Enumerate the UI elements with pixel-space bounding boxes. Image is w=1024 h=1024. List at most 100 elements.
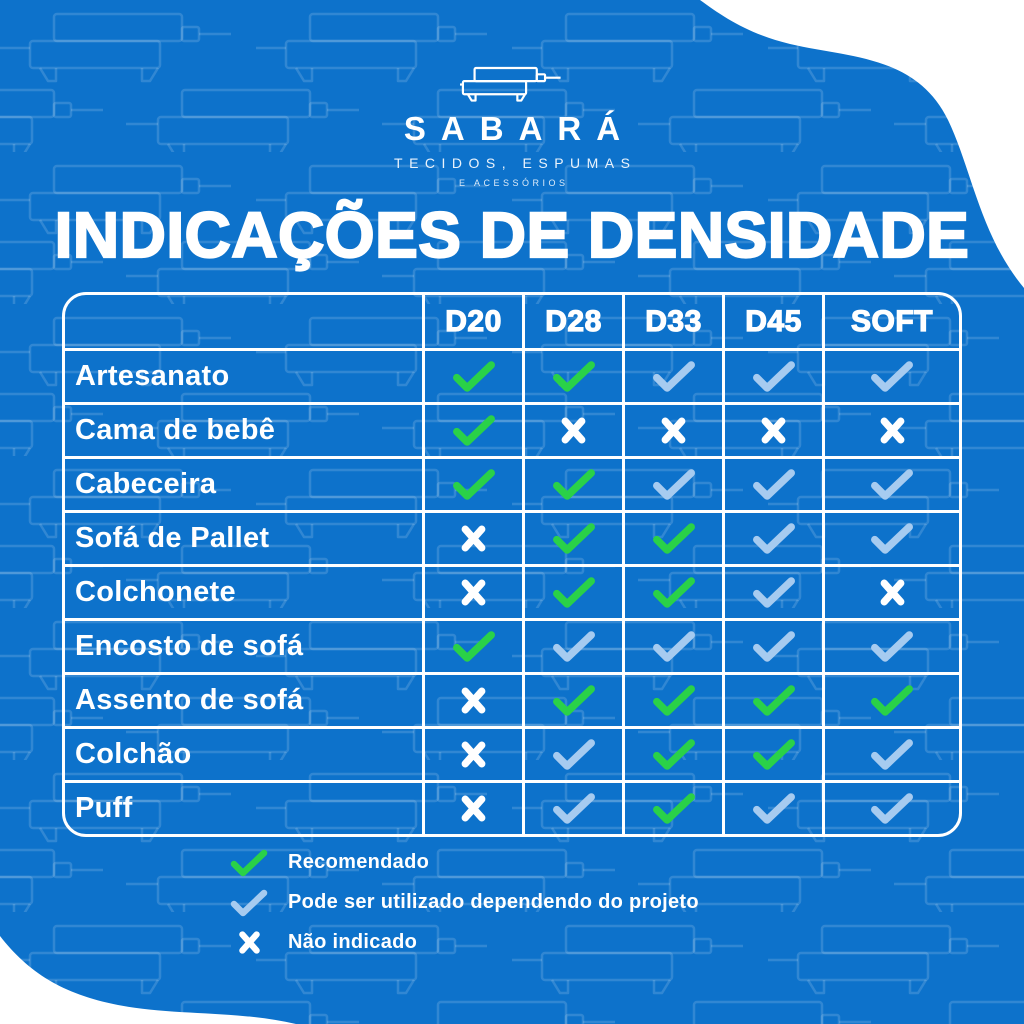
- table-row: Colchão: [65, 729, 959, 783]
- mark-cell: [425, 459, 525, 510]
- mark-cell: [725, 675, 825, 726]
- mark-cell: [425, 351, 525, 402]
- legend-label: Recomendado: [288, 851, 430, 873]
- check-icon-recommended: [652, 685, 695, 716]
- mark-cell: [525, 513, 625, 564]
- sofa-icon: [460, 66, 562, 102]
- mark-cell: [425, 729, 525, 780]
- mark-cell: [625, 675, 725, 726]
- mark-cell: [725, 567, 825, 618]
- mark-cell: [625, 729, 725, 780]
- mark-cell: [825, 783, 959, 834]
- check-icon-conditional: [752, 523, 795, 554]
- legend-item: Recomendado: [226, 846, 699, 879]
- check-icon-conditional: [552, 631, 595, 662]
- table-row: Puff: [65, 783, 959, 834]
- row-label: Colchonete: [65, 567, 425, 618]
- mark-cell: [725, 783, 825, 834]
- mark-cell: [525, 459, 625, 510]
- check-icon-recommended: [552, 469, 595, 500]
- mark-cell: [525, 729, 625, 780]
- column-header-d33: D33: [625, 295, 725, 348]
- table-header-row: D20 D28 D33 D45 SOFT: [65, 295, 959, 351]
- check-icon-conditional: [552, 793, 595, 824]
- mark-cell: [425, 513, 525, 564]
- check-icon-conditional: [552, 739, 595, 770]
- mark-cell: [625, 783, 725, 834]
- x-icon: [561, 417, 586, 444]
- density-table: D20 D28 D33 D45 SOFT Artesanato Cama de bebê C…: [62, 292, 962, 837]
- x-icon: [880, 579, 904, 606]
- legend-icon: [226, 887, 272, 919]
- mark-cell: [625, 459, 725, 510]
- check-icon-recommended: [552, 523, 595, 554]
- mark-cell: [425, 783, 525, 834]
- row-label: Encosto de sofá: [65, 621, 425, 672]
- mark-cell: [725, 405, 825, 456]
- x-icon: [461, 795, 486, 822]
- column-header-d28: D28: [525, 295, 625, 348]
- mark-cell: [425, 567, 525, 618]
- mark-cell: [825, 351, 959, 402]
- mark-cell: [525, 621, 625, 672]
- check-icon-recommended: [452, 631, 495, 662]
- mark-cell: [725, 351, 825, 402]
- x-icon: [661, 417, 686, 444]
- check-icon-recommended: [552, 685, 595, 716]
- x-icon: [238, 931, 260, 954]
- page-title: INDICAÇÕES DE DENSIDADE: [54, 198, 970, 272]
- mark-cell: [625, 513, 725, 564]
- row-label: Cama de bebê: [65, 405, 425, 456]
- legend-item: Pode ser utilizado dependendo do projeto: [226, 886, 699, 919]
- x-icon: [880, 417, 904, 444]
- mark-cell: [825, 675, 959, 726]
- legend-icon: [226, 930, 272, 955]
- legend-item: Não indicado: [226, 926, 699, 959]
- check-icon-conditional: [871, 631, 913, 662]
- row-label: Artesanato: [65, 351, 425, 402]
- check-icon-conditional: [752, 631, 795, 662]
- row-label: Sofá de Pallet: [65, 513, 425, 564]
- check-icon-recommended: [652, 523, 695, 554]
- check-icon-recommended: [871, 685, 913, 716]
- mark-cell: [625, 405, 725, 456]
- check-icon-conditional: [871, 523, 913, 554]
- brand-subtitle-2: E ACESSÓRIOS: [458, 178, 569, 188]
- table-row: Cabeceira: [65, 459, 959, 513]
- mark-cell: [825, 513, 959, 564]
- column-header-d20: D20: [425, 295, 525, 348]
- mark-cell: [625, 567, 725, 618]
- check-icon-conditional: [752, 469, 795, 500]
- check-icon-conditional: [752, 361, 795, 392]
- check-icon-recommended: [230, 849, 268, 876]
- check-icon-conditional: [871, 739, 913, 770]
- mark-cell: [525, 351, 625, 402]
- column-header-soft: SOFT: [850, 304, 933, 338]
- table-row: Colchonete: [65, 567, 959, 621]
- check-icon-recommended: [652, 577, 695, 608]
- check-icon-conditional: [652, 631, 695, 662]
- mark-cell: [825, 729, 959, 780]
- mark-cell: [725, 459, 825, 510]
- brand-name: SABARÁ: [403, 110, 636, 147]
- check-icon-recommended: [452, 361, 495, 392]
- mark-cell: [625, 351, 725, 402]
- table-row: Encosto de sofá: [65, 621, 959, 675]
- column-header-d45: D45: [725, 295, 825, 348]
- check-icon-conditional: [230, 889, 268, 916]
- legend: Recomendado Pode ser utilizado dependendo…: [226, 846, 699, 966]
- mark-cell: [425, 675, 525, 726]
- mark-cell: [725, 621, 825, 672]
- check-icon-recommended: [752, 685, 795, 716]
- check-icon-conditional: [652, 361, 695, 392]
- check-icon-conditional: [871, 361, 913, 392]
- check-icon-conditional: [871, 793, 913, 824]
- check-icon-recommended: [552, 577, 595, 608]
- check-icon-recommended: [452, 415, 495, 446]
- x-icon: [461, 687, 486, 714]
- check-icon-conditional: [652, 469, 695, 500]
- row-label: Colchão: [65, 729, 425, 780]
- mark-cell: [825, 621, 959, 672]
- mark-cell: [725, 729, 825, 780]
- mark-cell: [525, 567, 625, 618]
